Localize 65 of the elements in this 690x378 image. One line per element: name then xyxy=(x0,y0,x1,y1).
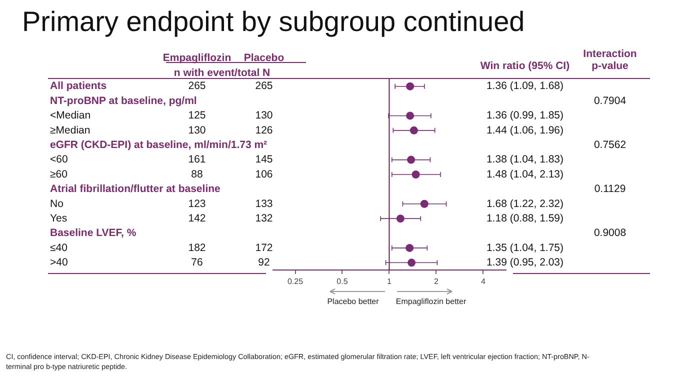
x-tick-label: 0.5 xyxy=(336,277,348,286)
text: 133 xyxy=(255,198,273,210)
text: 0.9008 xyxy=(594,227,626,240)
data-label: 1.48 (1.04, 2.13) xyxy=(486,168,564,180)
text: Empagliflozin xyxy=(162,52,232,64)
text: Win ratio (95% CI) xyxy=(480,60,570,72)
y-tick-label: NT-proBNP at baseline, pg/ml xyxy=(50,94,197,107)
chart-title: Primary endpoint by subgroup continued xyxy=(22,6,525,38)
text: 88 xyxy=(191,168,203,180)
data-label: 1.44 (1.06, 1.96) xyxy=(486,124,564,136)
text: Placebo xyxy=(244,52,284,64)
point xyxy=(410,126,418,134)
text: 126 xyxy=(255,124,273,136)
y-tick-label: All patients xyxy=(50,80,107,92)
y-tick-label: <60 xyxy=(50,154,68,166)
text: 92 xyxy=(258,256,270,269)
point xyxy=(407,156,416,164)
point xyxy=(408,258,416,267)
text: 142 xyxy=(188,212,206,224)
text: Interaction p-value xyxy=(583,48,637,72)
data-label: 1.36 (0.99, 1.85) xyxy=(486,110,564,122)
y-tick-label: Baseline LVEF, % xyxy=(50,227,137,240)
y-tick-label: Atrial fibrillation/flutter at baseline xyxy=(50,183,221,196)
text: 130 xyxy=(255,110,273,122)
text: Empagliflozin better xyxy=(396,297,466,306)
text: 76 xyxy=(191,256,203,269)
text: 265 xyxy=(188,80,206,92)
text: n with event/total N xyxy=(174,67,270,79)
y-tick-label: Yes xyxy=(50,212,68,224)
text: 172 xyxy=(255,242,273,254)
data-label: 1.68 (1.22, 2.32) xyxy=(486,198,564,210)
point xyxy=(412,170,420,178)
data-label: 1.35 (1.04, 1.75) xyxy=(486,242,564,254)
data-label: 1.38 (1.04, 1.83) xyxy=(486,154,564,166)
point xyxy=(406,82,414,90)
text: 130 xyxy=(188,124,206,136)
y-tick-label: ≥60 xyxy=(50,168,68,180)
data-label: 1.36 (1.09, 1.68) xyxy=(486,80,564,92)
text: 265 xyxy=(255,80,273,92)
text: 182 xyxy=(188,242,206,254)
x-tick-label: 4 xyxy=(480,277,486,286)
y-tick-label: >40 xyxy=(50,256,68,269)
text: 145 xyxy=(255,154,273,166)
x-tick-label: 2 xyxy=(434,277,439,286)
data-label: 1.39 (0.95, 2.03) xyxy=(486,256,564,269)
text: 0.1129 xyxy=(594,183,626,196)
point xyxy=(406,112,414,120)
y-tick-label: eGFR (CKD-EPI) at baseline, ml/min/1.73 m² xyxy=(50,139,268,152)
x-tick-label: 1 xyxy=(387,277,392,286)
text: 0.7562 xyxy=(594,139,626,152)
text: 161 xyxy=(188,154,206,166)
point xyxy=(420,200,428,208)
y-tick-label: ≥Median xyxy=(50,124,90,136)
x-tick-label: 0.25 xyxy=(287,277,304,286)
data-label: 1.18 (0.88, 1.59) xyxy=(486,212,564,224)
text: 132 xyxy=(255,212,273,224)
y-tick-label: <Median xyxy=(50,110,91,122)
text: 125 xyxy=(188,110,206,122)
y-tick-label: ≤40 xyxy=(50,242,68,254)
text: 106 xyxy=(255,168,273,180)
point xyxy=(406,244,414,252)
y-tick-label: No xyxy=(50,198,64,210)
text: 0.7904 xyxy=(594,94,626,107)
text: 123 xyxy=(188,198,206,210)
text: Placebo better xyxy=(327,297,379,306)
